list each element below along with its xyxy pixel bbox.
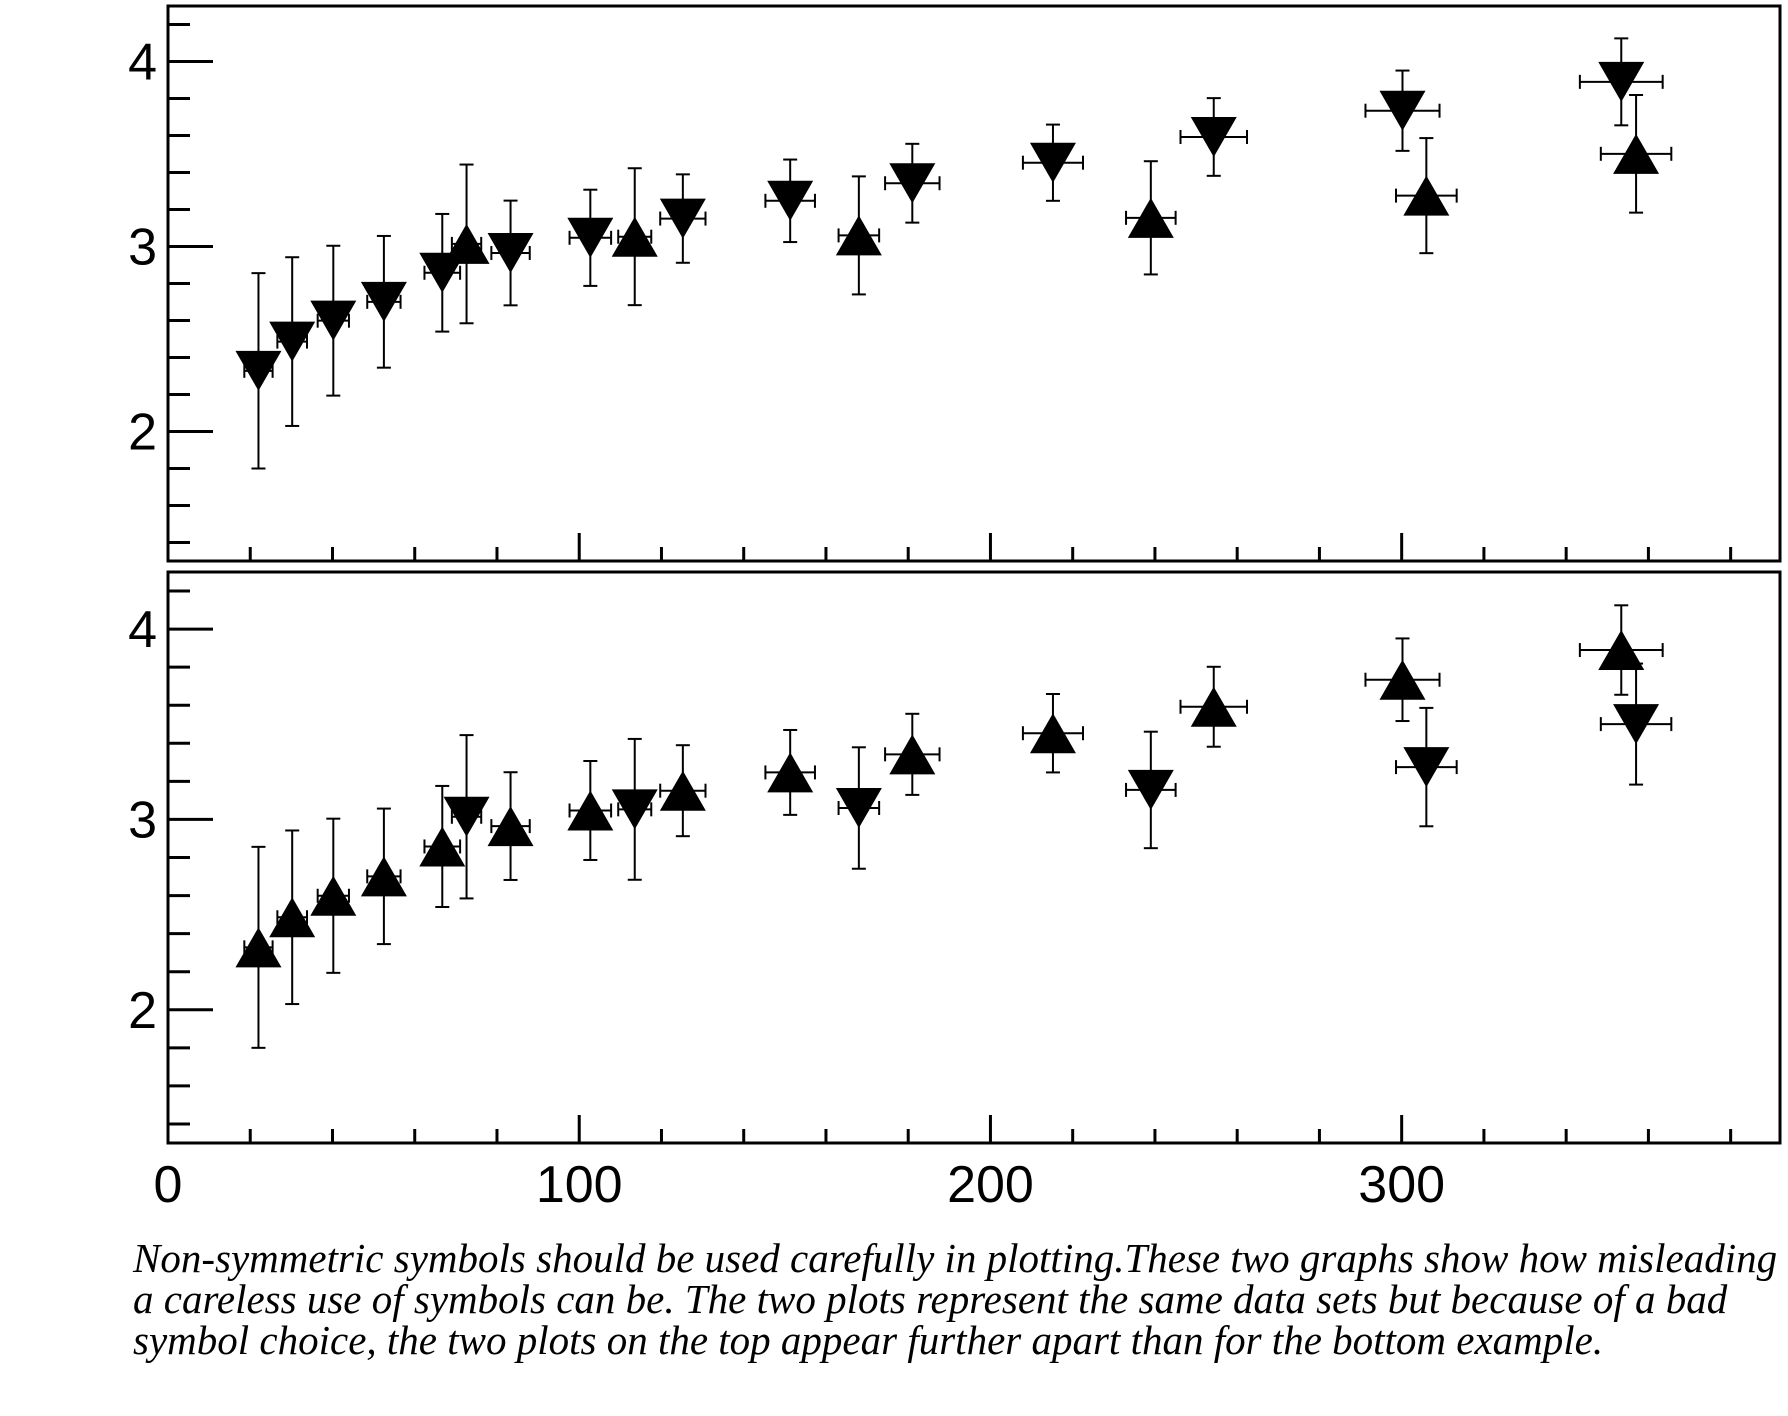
y-tick-label: 2	[128, 982, 157, 1040]
triangle-up-marker	[835, 215, 882, 256]
triangle-up-marker	[889, 734, 936, 775]
triangle-up-marker	[310, 875, 357, 916]
triangle-down-marker	[443, 796, 490, 837]
triangle-down-marker	[360, 281, 407, 322]
caption-line-1: Non-symmetric symbols should be used car…	[133, 1235, 1778, 1281]
series-dense-series-14-points-triangle-down	[235, 37, 1664, 470]
triangle-down-marker	[1598, 61, 1645, 102]
triangle-up-marker	[659, 770, 706, 811]
triangle-up-marker	[487, 806, 534, 847]
x-tick-label: 300	[1358, 1156, 1445, 1214]
x-axis-ticks	[248, 533, 1733, 561]
triangle-up-marker	[767, 752, 814, 793]
triangle-down-marker	[767, 180, 814, 221]
series-sparse-series-6-points-triangle-up	[443, 93, 1673, 325]
triangle-down-marker	[1190, 116, 1237, 157]
triangle-down-marker	[889, 163, 936, 204]
triangle-up-marker	[1613, 133, 1660, 174]
triangle-up-marker	[1029, 713, 1076, 754]
triangle-down-marker	[611, 789, 658, 830]
triangle-down-marker	[1403, 747, 1450, 788]
triangle-up-marker	[235, 927, 282, 968]
triangle-up-marker	[1403, 175, 1450, 216]
triangle-up-marker	[1127, 197, 1174, 238]
x-axis-ticks: 0 100 200 300	[154, 1115, 1733, 1214]
x-tick-label: 0	[154, 1156, 183, 1214]
triangle-up-marker	[1598, 630, 1645, 671]
triangle-down-marker	[659, 198, 706, 239]
triangle-down-marker	[310, 300, 357, 341]
triangle-down-marker	[567, 217, 614, 258]
x-tick-label: 200	[947, 1156, 1034, 1214]
panel-frame	[166, 570, 1782, 1145]
y-tick-label: 4	[128, 34, 157, 92]
triangle-up-marker	[567, 790, 614, 831]
panel-frame	[166, 4, 1782, 563]
triangle-up-marker	[1379, 659, 1426, 700]
triangle-down-marker	[1029, 142, 1076, 183]
caption-line-3: symbol choice, the two plots on the top …	[133, 1317, 1604, 1363]
panel-bottom: 2 3 4 0 100 200 300	[128, 570, 1782, 1214]
y-axis-ticks: 2 3 4	[128, 23, 213, 544]
triangle-up-marker	[443, 223, 490, 264]
triangle-up-marker	[269, 897, 316, 938]
triangle-up-marker	[419, 826, 466, 867]
series-dense-series-14-points-triangle-up	[235, 604, 1664, 1049]
y-tick-label: 2	[128, 404, 157, 462]
y-tick-label: 3	[128, 791, 157, 849]
triangle-down-marker	[1379, 90, 1426, 131]
triangle-up-marker	[1190, 686, 1237, 727]
triangle-down-marker	[1613, 704, 1660, 745]
y-tick-label: 3	[128, 219, 157, 277]
triangle-down-marker	[1127, 769, 1174, 810]
figure-caption: Non-symmetric symbols should be used car…	[133, 1235, 1778, 1363]
triangle-up-marker	[611, 216, 658, 257]
triangle-down-marker	[835, 788, 882, 829]
y-tick-label: 4	[128, 601, 157, 659]
y-axis-ticks: 2 3 4	[128, 589, 213, 1126]
x-tick-label: 100	[536, 1156, 623, 1214]
series-sparse-series-6-points-triangle-down	[443, 662, 1673, 900]
triangle-down-marker	[235, 350, 282, 391]
triangle-down-marker	[269, 321, 316, 362]
triangle-up-marker	[360, 856, 407, 897]
panel-top: 2 3 4	[128, 4, 1782, 563]
triangle-down-marker	[487, 232, 534, 273]
caption-line-2: a careless use of symbols can be. The tw…	[133, 1276, 1728, 1322]
